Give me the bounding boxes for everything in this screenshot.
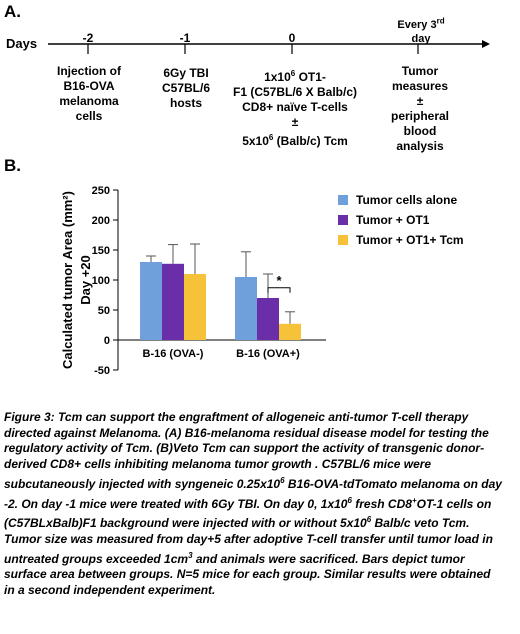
y-tick-label: 50 <box>98 305 110 317</box>
bar-chart: -50 0 50 100 150 200 250 Calculated tumor Area … <box>60 185 326 377</box>
bar <box>162 263 184 340</box>
y-tick-label: -50 <box>94 365 110 377</box>
chart-legend: Tumor cells alone Tumor + OT1 Tumor + OT… <box>338 193 464 247</box>
event-line-cells: 1x106 OT1- <box>264 69 326 84</box>
bar <box>140 262 162 340</box>
legend-item: Tumor cells alone <box>338 193 464 207</box>
y-axis-label: Day +20 <box>78 255 93 305</box>
bar <box>257 298 279 340</box>
figure-caption: Figure 3: Tcm can support the engraftmen… <box>4 410 502 598</box>
legend-swatch <box>338 215 348 225</box>
event-day-0: 1x106 OT1- F1 (C57BL/6 X Balb/c) CD8+ na… <box>222 66 368 149</box>
legend-item: Tumor + OT1+ Tcm <box>338 233 464 247</box>
timeline-arrowhead <box>482 40 490 48</box>
days-label: Days <box>6 36 38 51</box>
y-axis-label: Calculated tumor Area (mm²) <box>60 191 75 369</box>
legend-item: Tumor + OT1 <box>338 213 464 227</box>
every-third-day-label: Every 3rd day <box>397 16 445 45</box>
timeline <box>48 40 490 54</box>
legend-swatch <box>338 195 348 205</box>
y-tick-label: 100 <box>92 275 110 287</box>
day-tick-label: 0 <box>288 31 296 45</box>
significance-bracket <box>267 287 291 293</box>
y-tick-label: 250 <box>92 185 110 197</box>
category-label: B-16 (OVA-) <box>143 348 204 360</box>
y-tick-label: 150 <box>92 245 110 257</box>
event-every-third-day: Tumor measures ± peripheral blood analys… <box>390 64 450 153</box>
bar <box>184 274 206 340</box>
category-label: B-16 (OVA+) <box>236 348 300 360</box>
y-tick-label: 0 <box>104 335 110 347</box>
bar <box>279 323 301 340</box>
panel-b-label: B. <box>4 156 21 175</box>
panel-a-label: A. <box>4 2 21 21</box>
bar <box>235 277 257 340</box>
y-tick-label: 200 <box>92 215 110 227</box>
event-day-minus2: Injection of B16-OVA melanoma cells <box>57 64 121 123</box>
significance-star: * <box>276 273 282 288</box>
event-day-minus1: 6Gy TBI C57BL/6 hosts <box>161 66 211 110</box>
day-tick-label: -2 <box>82 31 94 45</box>
day-tick-label: -1 <box>179 31 191 45</box>
legend-swatch <box>338 235 348 245</box>
